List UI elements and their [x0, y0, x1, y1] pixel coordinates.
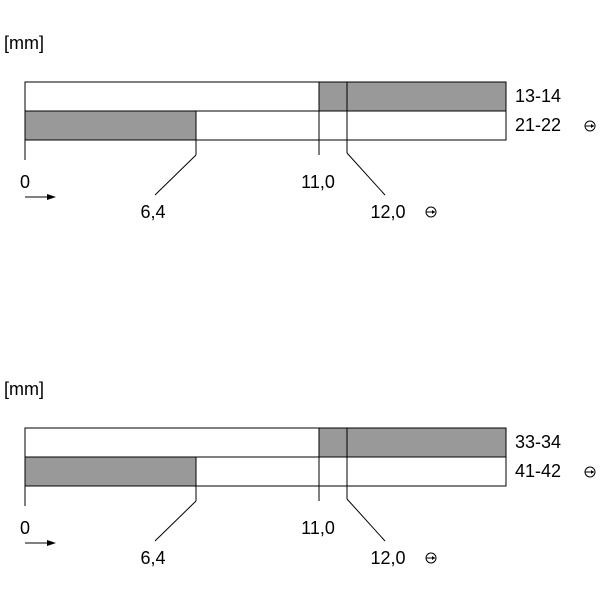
- drawing-line: [154, 154, 197, 196]
- direction-arrow: [47, 194, 56, 200]
- switching-diagram: [mm] 33-34 41-42 0 6,4 11,0 12,0: [4, 379, 596, 568]
- contact-closed: [319, 428, 506, 457]
- contact-closed: [25, 111, 196, 140]
- contact-closed: [25, 457, 196, 486]
- row-label: 41-42: [515, 461, 561, 481]
- direction-arrow: [47, 540, 56, 546]
- contact-closed: [319, 82, 506, 111]
- position-label: 6,4: [140, 202, 165, 222]
- position-label: 11,0: [301, 518, 335, 538]
- forced-opening-symbol: [591, 124, 594, 128]
- position-label: 11,0: [301, 172, 335, 192]
- forced-opening-symbol: [432, 210, 435, 214]
- row-label: 13-14: [515, 86, 561, 106]
- position-label: 0: [20, 172, 30, 192]
- drawing-line: [154, 500, 197, 542]
- row-label: 21-22: [515, 115, 561, 135]
- unit-label: [mm]: [4, 33, 44, 53]
- forced-opening-symbol: [432, 556, 435, 560]
- drawing-line: [346, 152, 386, 196]
- position-label: 6,4: [140, 548, 165, 568]
- position-label: 0: [20, 518, 30, 538]
- switching-diagram: [mm] 13-14 21-22 0 6,4 11,0 12,0: [4, 33, 596, 222]
- position-label: 12,0: [370, 202, 405, 222]
- forced-opening-symbol: [591, 470, 594, 474]
- position-label: 12,0: [370, 548, 405, 568]
- row-label: 33-34: [515, 432, 561, 452]
- unit-label: [mm]: [4, 379, 44, 399]
- drawing-line: [346, 498, 386, 542]
